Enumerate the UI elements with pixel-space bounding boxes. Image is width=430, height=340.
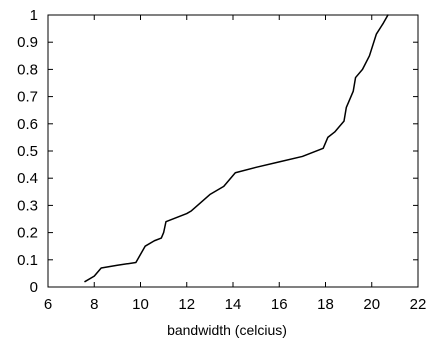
series-layer [84, 14, 389, 283]
y-tick-label: 0.1 [17, 252, 38, 269]
x-tick-label: 8 [90, 296, 98, 313]
x-axis-label: bandwidth (celcius) [167, 322, 287, 338]
plot-frame [47, 14, 419, 288]
y-tick-label: 0.3 [17, 197, 38, 214]
y-tick-label: 1 [30, 7, 38, 24]
y-tick-label: 0 [30, 279, 38, 296]
x-tick-label: 18 [317, 296, 334, 313]
ticks: 00.10.20.30.40.50.60.70.80.916 8 10 12 14 16 1… [17, 7, 426, 313]
x-tick-label: 12 [178, 296, 195, 313]
x-tick-label: 14 [225, 296, 242, 313]
series-line-1 [84, 14, 389, 283]
x-tick-label: 22 [410, 296, 427, 313]
y-tick-label: 0.9 [17, 34, 38, 51]
x-tick-label: 10 [132, 296, 149, 313]
y-tick-label: 0.6 [17, 116, 38, 133]
y-tick-label: 0.7 [17, 89, 38, 106]
x-tick-label: 16 [271, 296, 288, 313]
y-tick-label: 0.4 [17, 170, 38, 187]
x-tick-label: 6 [44, 296, 52, 313]
y-tick-label: 0.8 [17, 61, 38, 78]
y-tick-label: 0.2 [17, 225, 38, 242]
x-tick-label: 20 [363, 296, 380, 313]
y-tick-label: 0.5 [17, 143, 38, 160]
axes [47, 14, 419, 288]
